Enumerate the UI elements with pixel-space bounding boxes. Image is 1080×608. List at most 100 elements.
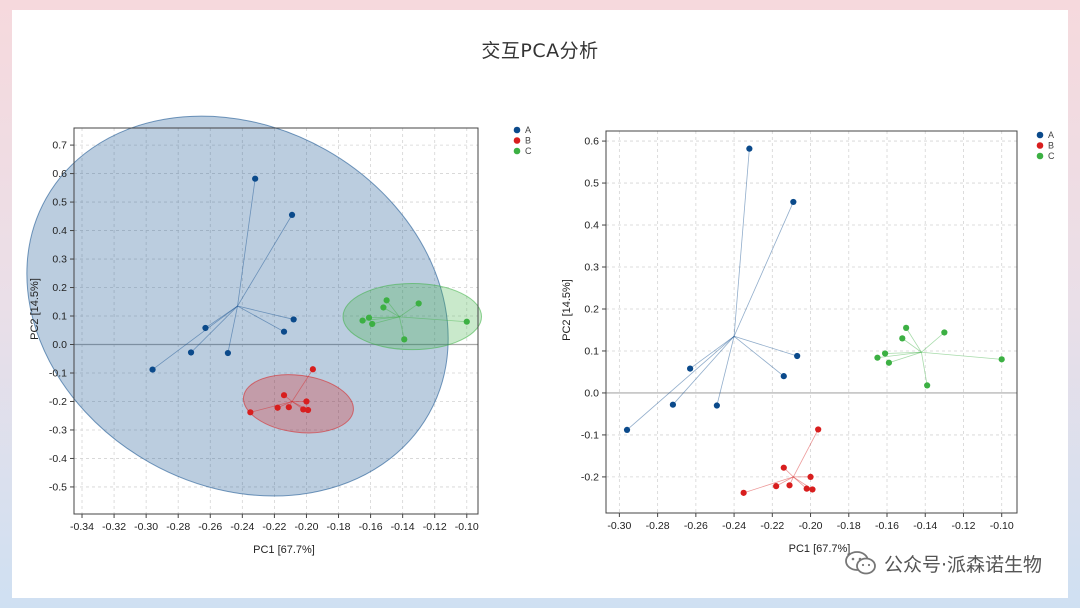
x-tick-label: -0.20 [294, 521, 318, 533]
x-tick-label: -0.24 [722, 520, 746, 532]
x-tick-label: -0.16 [359, 521, 383, 533]
x-tick-label: -0.12 [423, 521, 447, 533]
x-tick-label: -0.28 [166, 521, 190, 533]
data-point-B [300, 406, 307, 413]
data-point-B [815, 426, 822, 433]
data-point-A [794, 352, 801, 360]
spider-line-A [733, 201, 794, 337]
spider-line-A [733, 335, 798, 357]
data-point-A [202, 324, 209, 332]
spider-line-A [237, 178, 256, 307]
data-point-C [941, 329, 948, 336]
plot-frame [73, 127, 479, 515]
x-tick-label: -0.26 [198, 521, 222, 533]
data-point-C [903, 324, 910, 331]
spider-line-A [237, 214, 293, 307]
y-tick-label: 0.0 [52, 339, 67, 351]
data-point-A [280, 328, 288, 335]
figure-card: 交互PCA分析 -0.34 -0.32 -0.30 -0.28 -0.26 -0.24 -0… [12, 10, 1068, 598]
data-point-C [359, 317, 366, 324]
spider-line-B [250, 401, 293, 413]
spider-line-C [877, 351, 922, 359]
y-axis-label: PC2 [14.5%] [29, 278, 41, 340]
spider-line-C [902, 338, 922, 353]
spider-line-A [237, 305, 294, 320]
data-point-C [369, 320, 376, 328]
legend-label-B: B [1048, 141, 1054, 151]
data-point-C [885, 359, 893, 366]
spider-line-C [368, 316, 400, 319]
data-point-B [303, 398, 310, 405]
spider-line-C [386, 300, 400, 318]
data-point-A [288, 211, 296, 218]
y-tick-label: -0.5 [49, 481, 67, 493]
spider-line-A [716, 336, 735, 406]
legend-marker-C [1036, 152, 1044, 160]
data-point-B [780, 464, 787, 471]
x-tick-label: -0.34 [70, 521, 94, 533]
spider-line-B [743, 476, 794, 494]
y-tick-label: 0.4 [584, 220, 599, 232]
spider-line-A [190, 305, 238, 353]
y-axis-label: PC2 [14.5%] [561, 279, 573, 341]
y-tick-label: -0.1 [581, 429, 599, 441]
data-point-B [740, 489, 747, 496]
data-point-C [401, 336, 408, 343]
data-point-A [746, 145, 753, 152]
data-point-B [773, 483, 780, 490]
legend-label-A: A [525, 125, 531, 135]
x-tick-label: -0.12 [952, 520, 976, 532]
data-point-C [998, 356, 1005, 363]
pca-chart-left: -0.34 -0.32 -0.30 -0.28 -0.26 -0.24 -0.22 -0.20… [26, 115, 532, 556]
y-tick-label: 0.3 [584, 262, 599, 274]
data-point-A [713, 402, 720, 409]
spider-line-B [291, 369, 314, 402]
data-point-C [874, 354, 881, 361]
legend-label-B: B [525, 136, 531, 146]
spider-line-C [399, 316, 405, 340]
legend-marker-A [513, 126, 521, 134]
chart-0-plot: -0.34 -0.32 -0.30 -0.28 -0.26 -0.24 -0.22 -0.20… [26, 115, 532, 556]
y-tick-label: 0.1 [584, 345, 599, 357]
x-tick-label: -0.10 [990, 520, 1014, 532]
spider-line-B [775, 476, 794, 487]
spider-line-A [626, 335, 735, 431]
data-point-B [304, 406, 312, 414]
legend-marker-B [513, 137, 521, 144]
legend-marker-A [1036, 131, 1044, 139]
x-tick-label: -0.26 [684, 520, 708, 532]
data-point-B [803, 485, 810, 492]
data-point-A [669, 401, 677, 408]
spider-line-C [905, 327, 922, 353]
y-tick-label: 0.6 [52, 168, 67, 180]
x-tick-label: -0.14 [913, 520, 937, 532]
data-point-A [780, 373, 787, 380]
x-tick-label: -0.18 [837, 520, 861, 532]
data-point-A [187, 349, 195, 356]
legend-label-C: C [525, 146, 532, 156]
y-tick-label: 0.1 [52, 311, 67, 323]
data-point-C [899, 335, 906, 342]
data-point-B [309, 366, 316, 373]
legend-marker-B [1036, 142, 1044, 149]
y-tick-label: 0.5 [584, 178, 599, 190]
confidence-ellipse-B [242, 374, 354, 434]
spider-line-C [921, 332, 945, 353]
y-tick-label: 0.2 [584, 303, 599, 315]
data-point-C [881, 350, 889, 357]
data-point-A [290, 316, 297, 323]
x-tick-label: -0.22 [262, 521, 286, 533]
data-point-C [380, 304, 387, 311]
spider-line-C [921, 351, 1002, 360]
x-tick-label: -0.20 [799, 520, 823, 532]
spider-line-A [237, 305, 285, 333]
x-axis-label: PC1 [67.7%] [789, 543, 851, 555]
page-title: 交互PCA分析 [481, 40, 599, 62]
data-point-C [365, 314, 373, 321]
data-point-A [790, 198, 797, 206]
spider-line-B [792, 429, 819, 478]
legend-label-C: C [1048, 151, 1055, 161]
chart-1-plot: -0.30 -0.28 -0.26 -0.24 -0.22 -0.20 -0.18 -0.16… [561, 130, 1055, 555]
spider-line-C [399, 303, 419, 318]
y-tick-label: 0.7 [52, 140, 67, 152]
